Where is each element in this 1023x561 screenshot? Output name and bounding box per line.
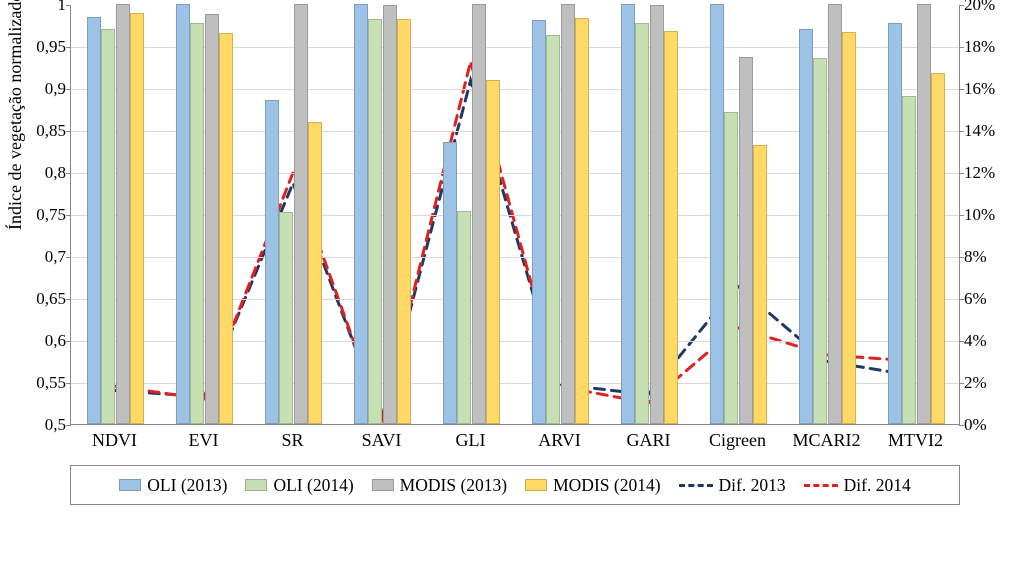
bar	[397, 19, 411, 424]
legend: OLI (2013) OLI (2014) MODIS (2013) MODIS…	[70, 465, 960, 505]
legend-label: MODIS (2013)	[400, 475, 507, 496]
legend-label: Dif. 2013	[719, 475, 786, 496]
category-label: SAVI	[337, 430, 426, 451]
legend-item: OLI (2013)	[119, 475, 227, 496]
bar	[532, 20, 546, 424]
bar	[457, 211, 471, 424]
category-label: EVI	[159, 430, 248, 451]
bar	[443, 142, 457, 424]
bar	[724, 112, 738, 424]
bar	[813, 58, 827, 424]
y-left-tick: 0,6	[21, 331, 66, 351]
legend-item: MODIS (2014)	[525, 475, 660, 496]
category-label: NDVI	[70, 430, 159, 451]
legend-swatch	[119, 479, 141, 491]
y-left-tick: 0,5	[21, 415, 66, 435]
bar	[130, 13, 144, 424]
bar	[472, 4, 486, 424]
legend-swatch	[525, 479, 547, 491]
legend-line	[679, 484, 713, 487]
y-axis-left-label: Índice de vegetação normalizado (IV/IVma…	[5, 0, 26, 230]
bar	[888, 23, 902, 424]
legend-label: OLI (2014)	[273, 475, 353, 496]
legend-swatch	[372, 479, 394, 491]
bar	[739, 57, 753, 424]
category-label: Cigreen	[693, 430, 782, 451]
y-right-tick: 12%	[964, 163, 1009, 183]
legend-line	[804, 484, 838, 487]
bar	[799, 29, 813, 424]
category-label: ARVI	[515, 430, 604, 451]
y-right-tick: 14%	[964, 121, 1009, 141]
y-left-tick: 0,8	[21, 163, 66, 183]
bar	[828, 4, 842, 424]
bar	[87, 17, 101, 424]
legend-swatch	[245, 479, 267, 491]
y-left-tick: 1	[21, 0, 66, 15]
y-left-tick: 0,95	[21, 37, 66, 57]
y-right-tick: 20%	[964, 0, 1009, 15]
y-right-tick: 4%	[964, 331, 1009, 351]
bar	[368, 19, 382, 424]
legend-label: MODIS (2014)	[553, 475, 660, 496]
y-left-tick: 0,55	[21, 373, 66, 393]
y-right-tick: 10%	[964, 205, 1009, 225]
bar	[354, 4, 368, 424]
bar	[710, 4, 724, 424]
bar	[190, 23, 204, 424]
bar	[753, 145, 767, 424]
bar	[664, 31, 678, 424]
bar	[308, 122, 322, 424]
category-label: SR	[248, 430, 337, 451]
bar	[294, 4, 308, 424]
bar	[486, 80, 500, 424]
diff-line	[115, 62, 914, 420]
bar	[116, 4, 130, 424]
y-left-tick: 0,9	[21, 79, 66, 99]
legend-label: Dif. 2014	[844, 475, 911, 496]
y-left-tick: 0,85	[21, 121, 66, 141]
bar	[279, 212, 293, 424]
y-right-tick: 2%	[964, 373, 1009, 393]
y-left-tick: 0,7	[21, 247, 66, 267]
plot-area: 0,50%0,552%0,64%0,656%0,78%0,7510%0,812%…	[70, 5, 960, 425]
y-right-tick: 0%	[964, 415, 1009, 435]
y-right-tick: 8%	[964, 247, 1009, 267]
bar	[265, 100, 279, 424]
legend-item: Dif. 2014	[804, 475, 911, 496]
bar	[650, 5, 664, 424]
bar	[205, 14, 219, 424]
legend-label: OLI (2013)	[147, 475, 227, 496]
bar	[383, 5, 397, 424]
bar	[219, 33, 233, 424]
category-label: GARI	[604, 430, 693, 451]
y-left-tick: 0,75	[21, 205, 66, 225]
legend-item: OLI (2014)	[245, 475, 353, 496]
bar	[561, 4, 575, 424]
legend-item: Dif. 2013	[679, 475, 786, 496]
y-right-tick: 6%	[964, 289, 1009, 309]
bar	[101, 29, 115, 424]
bar	[621, 4, 635, 424]
bar	[902, 96, 916, 424]
y-left-tick: 0,65	[21, 289, 66, 309]
bar	[176, 4, 190, 424]
category-label: GLI	[426, 430, 515, 451]
bar	[635, 23, 649, 424]
bar	[917, 4, 931, 424]
bar	[842, 32, 856, 424]
bar	[931, 73, 945, 424]
category-label: MCARI2	[782, 430, 871, 451]
chart-container: Índice de vegetação normalizado (IV/IVma…	[0, 0, 1023, 512]
legend-item: MODIS (2013)	[372, 475, 507, 496]
y-right-tick: 16%	[964, 79, 1009, 99]
category-label: MTVI2	[871, 430, 960, 451]
bar	[546, 35, 560, 424]
bar	[575, 18, 589, 424]
y-right-tick: 18%	[964, 37, 1009, 57]
